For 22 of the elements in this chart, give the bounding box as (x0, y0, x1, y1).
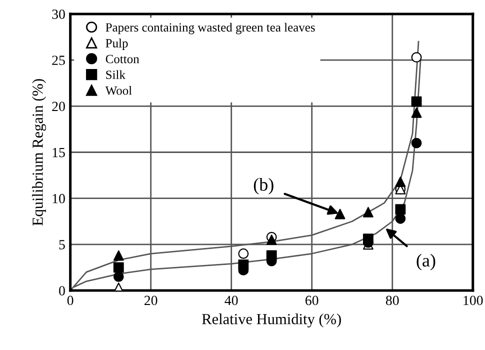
x-tick-label: 100 (464, 296, 483, 306)
y-tick-label: 0 (59, 286, 65, 296)
y-tick-label: 25 (52, 56, 65, 66)
x-tick-label: 20 (144, 296, 158, 306)
y-tick-label: 20 (52, 102, 65, 112)
legend-label: Pulp (106, 38, 128, 50)
legend-label: Papers containing wasted green tea leaves (106, 22, 315, 34)
x-tick-label: 80 (386, 296, 399, 306)
legend-label: Wool (105, 86, 132, 95)
y-tick-label: 10 (52, 194, 65, 204)
annotation: (a) (416, 254, 436, 270)
x-axis-title: Relative Humidity (%) (202, 314, 341, 328)
y-tick-label: 30 (52, 10, 65, 19)
x-tick-label: 40 (224, 296, 238, 306)
x-tick-label: 0 (67, 296, 74, 306)
x-tick-label: 60 (306, 296, 318, 306)
annotation: (b) (254, 178, 274, 194)
y-axis-title: Equilibrium Regain (%) (32, 79, 46, 226)
y-tick-label: 15 (52, 148, 65, 158)
legend-label: Silk (106, 70, 126, 80)
y-tick-label: 5 (59, 240, 65, 250)
legend-label: Cotton (106, 54, 140, 64)
